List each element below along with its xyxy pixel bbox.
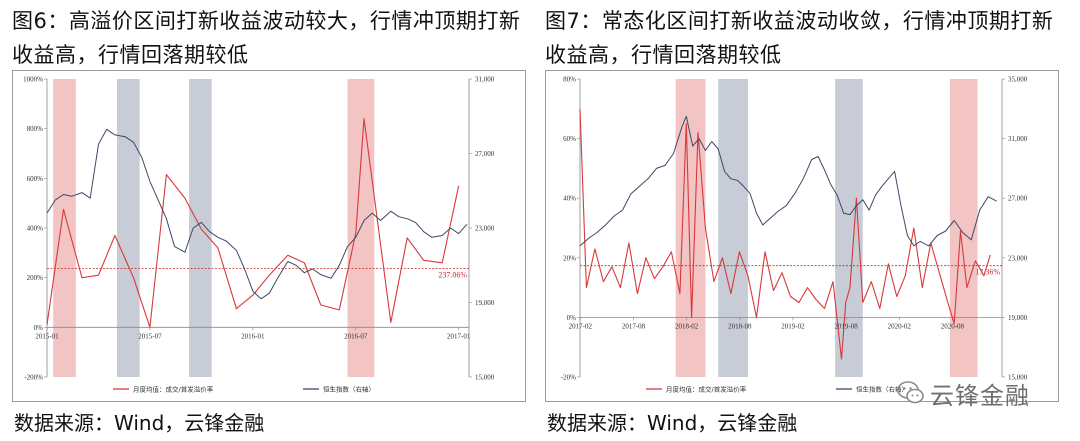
left-chart-svg: -200% 0% 200% 400% 600% 800% 1000% 15,000 19,000… — [23, 76, 495, 394]
y-right-tick-label: 31,000 — [475, 76, 495, 84]
x-tick-label: 2015-07 — [138, 332, 162, 340]
x-tick-label: 2019-02 — [781, 322, 805, 330]
x-tick-label: 2017-08 — [622, 322, 646, 330]
reference-line-label: 17.36% — [975, 268, 1000, 277]
y-right-tick-label: 31,000 — [1008, 135, 1028, 143]
x-tick-label: 2015-01 — [35, 332, 59, 340]
left-figure: 图6：高溢价区间打新收益波动较大，行情冲顶期打新 收益高，行情回落期较低 -20… — [12, 0, 540, 441]
x-tick-label: 2020-08 — [941, 322, 965, 330]
x-tick-label: 2017-02 — [569, 322, 593, 330]
right-source: 数据来源：Wind，云锋金融 — [547, 411, 798, 435]
y-left-tick-label: 0% — [567, 314, 577, 322]
y-right-tick-label: 35,000 — [1008, 76, 1028, 84]
highlight-band — [949, 79, 978, 377]
y-right-tick-label: 27,000 — [475, 150, 495, 158]
y-right-tick-label: 23,000 — [475, 225, 495, 233]
left-title-line2: 收益高，行情回落期较低 — [12, 43, 249, 67]
y-right-tick-label: 23,000 — [1008, 254, 1028, 262]
y-left-tick-label: 800% — [27, 125, 44, 133]
highlight-band — [53, 79, 76, 377]
legend-label: 恒生指数（右轴） — [323, 384, 375, 393]
legend-label: 月度均值：成交/首发溢价率 — [666, 384, 747, 393]
hsi-series-line — [579, 115, 997, 247]
y-right-tick-label: 19,000 — [1008, 314, 1028, 322]
y-right-tick-label: 19,000 — [475, 299, 495, 307]
x-tick-label: 2019-08 — [834, 322, 858, 330]
premium-series-line — [46, 118, 460, 328]
wechat-icon — [897, 381, 924, 404]
y-right-tick-label: 27,000 — [1008, 195, 1028, 203]
watermark: 云锋金融 — [896, 373, 1076, 413]
y-left-tick-label: 40% — [563, 195, 576, 203]
y-right-tick-label: 15,000 — [1008, 374, 1028, 382]
left-figure-title: 图6：高溢价区间打新收益波动较大，行情冲顶期打新 收益高，行情回落期较低 — [12, 4, 540, 72]
x-tick-label: 2016-07 — [344, 332, 368, 340]
right-chart: -20% 0% 20% 40% 60% 80% 15,000 19,000 23,000 27,0… — [545, 70, 1059, 402]
x-tick-label: 2018-02 — [675, 322, 699, 330]
y-left-tick-label: 20% — [563, 254, 576, 262]
y-left-tick-label: 1000% — [23, 76, 43, 84]
y-left-tick-label: 400% — [27, 225, 44, 233]
left-title-line1: 图6：高溢价区间打新收益波动较大，行情冲顶期打新 — [12, 9, 521, 33]
reference-line-label: 237.06% — [438, 270, 467, 279]
y-left-tick-label: 600% — [27, 175, 44, 183]
y-left-tick-label: 0% — [34, 324, 44, 332]
highlight-band — [675, 79, 706, 377]
hsi-series-line — [46, 128, 468, 300]
legend-label: 月度均值：成交/首发溢价率 — [133, 384, 214, 393]
right-figure-title: 图7：常态化区间打新收益波动收敛，行情冲顶期打新 收益高，行情回落期较低 — [545, 4, 1073, 72]
y-left-tick-label: 200% — [27, 274, 44, 282]
x-tick-label: 2018-08 — [728, 322, 752, 330]
y-left-tick-label: -200% — [24, 374, 43, 382]
y-left-tick-label: 80% — [563, 76, 576, 84]
premium-series-line — [579, 108, 991, 360]
right-figure: 图7：常态化区间打新收益波动收敛，行情冲顶期打新 收益高，行情回落期较低 -20… — [545, 0, 1073, 441]
y-left-tick-label: 60% — [563, 135, 576, 143]
highlight-band — [718, 79, 748, 377]
highlight-band — [116, 79, 140, 377]
legend-label: 恒生指数（右轴） — [856, 384, 908, 393]
x-tick-label: 2017-01 — [447, 332, 471, 340]
right-chart-svg: -20% 0% 20% 40% 60% 80% 15,000 19,000 23,000 27,0… — [561, 76, 1028, 394]
x-tick-label: 2020-02 — [888, 322, 912, 330]
y-left-tick-label: -20% — [561, 374, 576, 382]
left-chart: -200% 0% 200% 400% 600% 800% 1000% 15,000 19,000… — [12, 70, 526, 402]
left-source: 数据来源：Wind，云锋金融 — [14, 411, 265, 435]
right-title-line2: 收益高，行情回落期较低 — [545, 43, 782, 67]
right-title-line1: 图7：常态化区间打新收益波动收敛，行情冲顶期打新 — [545, 9, 1054, 33]
y-right-tick-label: 15,000 — [475, 374, 495, 382]
x-tick-label: 2016-01 — [241, 332, 265, 340]
watermark-text: 云锋金融 — [930, 381, 1030, 410]
